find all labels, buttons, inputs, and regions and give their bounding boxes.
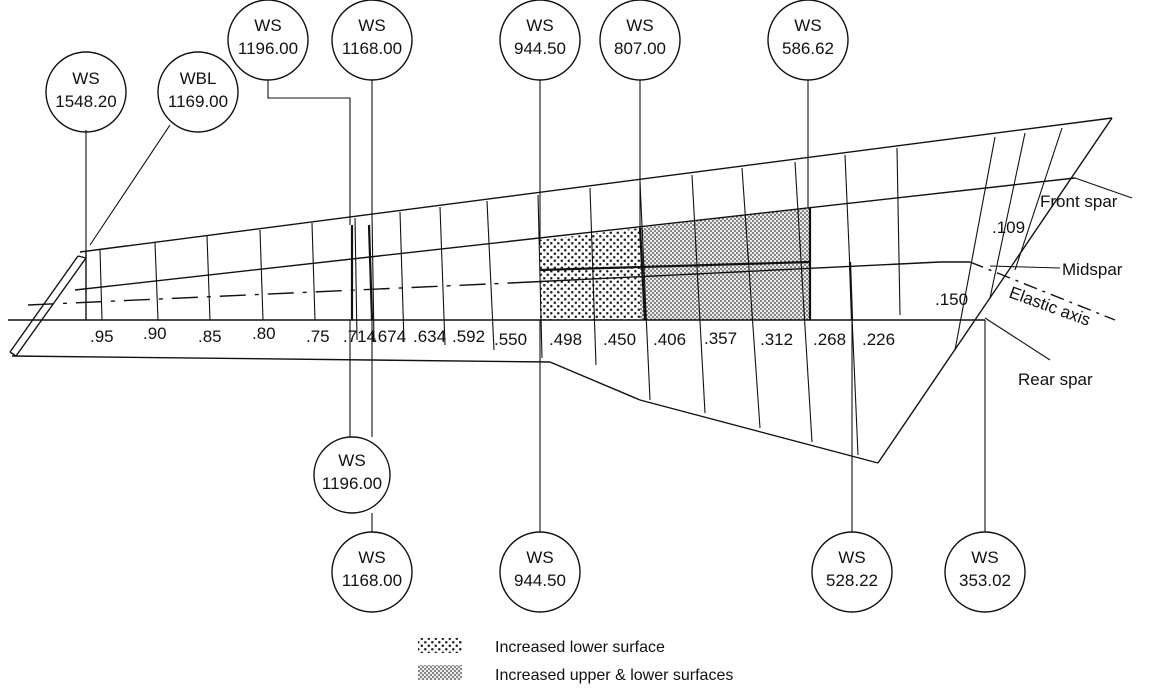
bubble-ws-1196-bottom-label: WS (338, 451, 365, 470)
bubble-ws-1548: WS 1548.20 (45, 51, 127, 133)
bubble-wbl-1169-label: WBL (180, 69, 217, 88)
station-label: .498 (549, 330, 582, 349)
station-label: .268 (813, 330, 846, 349)
bubble-ws-944-bottom-value: 944.50 (514, 571, 566, 590)
station-labels: .95 .90 .85 .80 .75 .714 .674 .634 .592 … (90, 324, 895, 349)
legend-label-upper-lower: Increased upper & lower surfaces (495, 667, 733, 684)
bubble-ws-1168-bottom-label: WS (358, 548, 385, 567)
bubble-ws-586-label: WS (794, 16, 821, 35)
bubble-ws-944-top-label: WS (526, 16, 553, 35)
bubble-ws-1168-top-label: WS (358, 16, 385, 35)
bubble-ws-528: WS 528.22 (811, 531, 893, 613)
rib-lines (99, 127, 1063, 456)
station-label: .550 (494, 330, 527, 349)
station-label: .85 (198, 327, 222, 346)
bubble-ws-944-top-value: 944.50 (514, 39, 566, 58)
bubble-ws-353-label: WS (971, 548, 998, 567)
bubble-ws-1196-top-label: WS (254, 16, 281, 35)
bubble-ws-807: WS 807.00 (599, 0, 681, 81)
midspar-label: Midspar (1062, 260, 1123, 279)
bubble-wbl-1169: WBL 1169.00 (157, 51, 239, 133)
station-label: .95 (90, 327, 114, 346)
elastic-axis-label: Elastic axis (1007, 283, 1093, 330)
station-label: .312 (760, 330, 793, 349)
bubble-ws-1196-bottom: WS 1196.00 (313, 436, 391, 514)
bubble-ws-807-value: 807.00 (614, 39, 666, 58)
bubble-ws-528-value: 528.22 (826, 571, 878, 590)
bubble-ws-1548-value: 1548.20 (55, 92, 116, 111)
bubble-ws-944-bottom: WS 944.50 (499, 531, 581, 613)
lower-surface-region (540, 228, 640, 320)
bubble-ws-1168-top-value: 1168.00 (342, 39, 402, 58)
bubble-ws-1168-bottom: WS 1168.00 (331, 531, 413, 613)
station-label: .357 (704, 329, 737, 348)
bubble-ws-944-top: WS 944.50 (499, 0, 581, 81)
station-label: .634 (413, 327, 446, 346)
bubble-ws-1548-label: WS (72, 69, 99, 88)
bubble-ws-528-label: WS (838, 548, 865, 567)
bubble-ws-944-bottom-label: WS (526, 548, 553, 567)
station-label: .80 (252, 324, 276, 343)
legend-label-lower: Increased lower surface (495, 639, 665, 656)
station-label: .75 (306, 327, 330, 346)
value-109-label: .109 (992, 218, 1025, 237)
top-leader-lines (85, 80, 809, 252)
bubble-ws-807-label: WS (626, 16, 653, 35)
bubble-ws-1168-top: WS 1168.00 (331, 0, 413, 81)
legend: Increased lower surface Increased upper … (418, 638, 733, 684)
value-150-label: .150 (935, 290, 968, 309)
station-label: .226 (862, 330, 895, 349)
bubble-ws-353-value: 353.02 (959, 571, 1011, 590)
station-label: .714 (343, 327, 376, 346)
bubble-ws-353: WS 353.02 (944, 531, 1026, 613)
wing-outline (8, 117, 1133, 464)
bubble-ws-586-value: 586.62 (782, 39, 834, 58)
shaded-grid-lines (350, 207, 854, 321)
bubble-ws-1196-top: WS 1196.00 (227, 0, 309, 81)
bubble-ws-1168-bottom-value: 1168.00 (342, 571, 402, 590)
station-label: .90 (143, 324, 167, 343)
station-label: .406 (653, 330, 686, 349)
front-spar-label: Front spar (1040, 192, 1118, 211)
station-label: .674 (373, 327, 406, 346)
legend-swatch-upper-lower (418, 665, 462, 680)
bubble-ws-1196-bottom-value: 1196.00 (322, 474, 382, 493)
bottom-leader-lines (349, 320, 986, 532)
station-label: .450 (603, 330, 636, 349)
station-label: .592 (452, 327, 485, 346)
rear-spar-label: Rear spar (1018, 370, 1093, 389)
legend-swatch-lower (418, 638, 462, 653)
bubble-ws-1196-top-value: 1196.00 (238, 39, 298, 58)
bubble-ws-586: WS 586.62 (767, 0, 849, 81)
bubble-wbl-1169-value: 1169.00 (168, 92, 228, 111)
